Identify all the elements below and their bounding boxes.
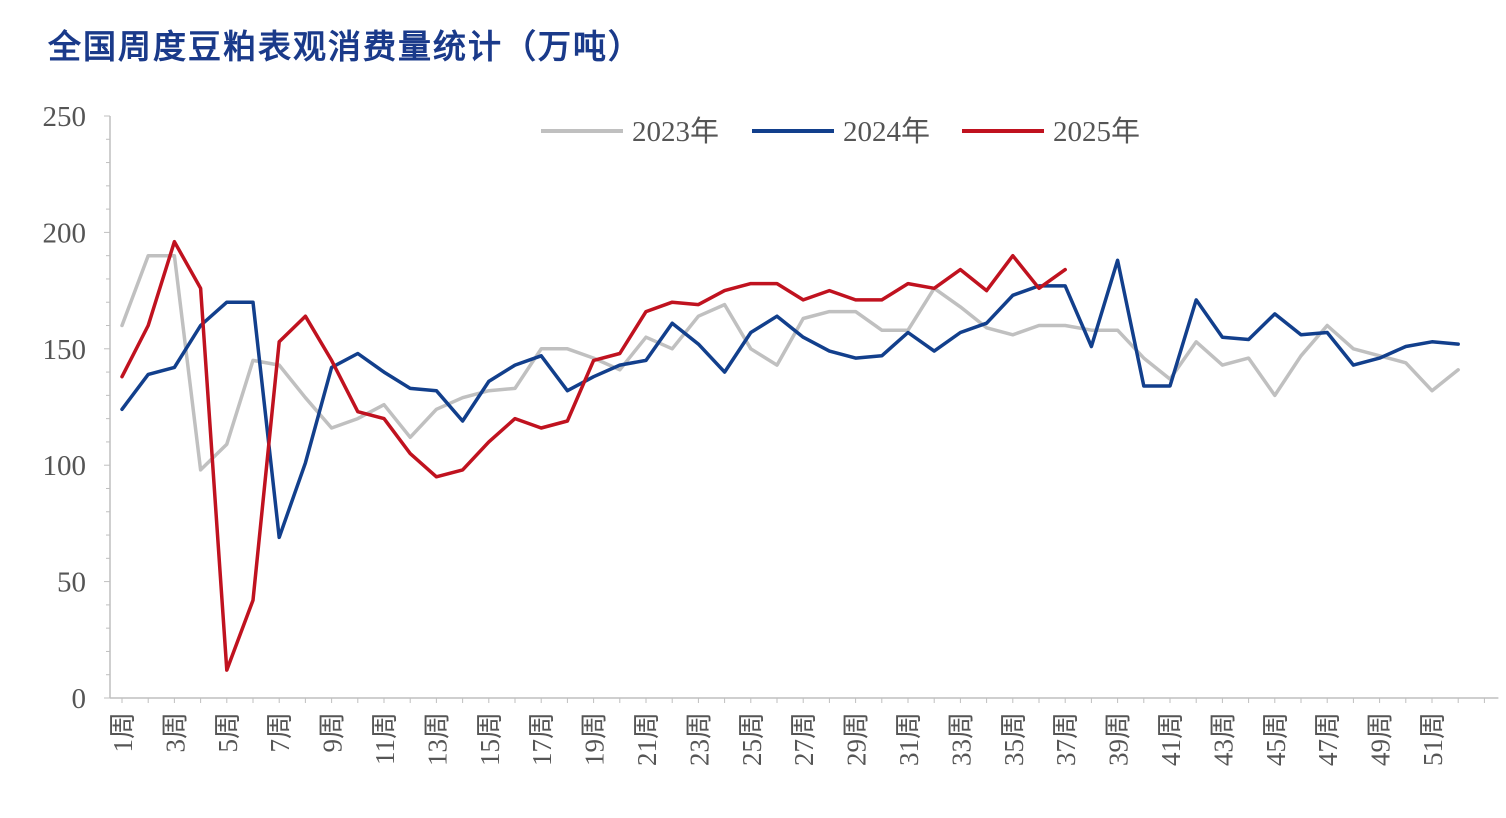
x-tick-label: 1周: [108, 712, 138, 753]
x-tick-label: 51周: [1418, 712, 1448, 766]
y-tick-label: 100: [43, 450, 87, 482]
y-tick-label: 50: [57, 567, 86, 599]
x-tick-label: 7周: [265, 712, 295, 753]
x-tick-label: 19周: [580, 712, 610, 766]
legend-label: 2024年: [843, 115, 930, 148]
x-tick-label: 49周: [1366, 712, 1396, 766]
x-tick-label: 29周: [842, 712, 872, 766]
x-tick-label: 13周: [422, 712, 452, 766]
chart-title: 全国周度豆粕表观消费量统计（万吨）: [48, 27, 643, 66]
series-line-2025年: [120, 239, 1067, 672]
x-tick-label: 17周: [527, 712, 557, 766]
y-tick-label: 200: [43, 217, 87, 249]
x-tick-label: 9周: [318, 712, 348, 753]
x-tick-label: 33周: [946, 712, 976, 766]
x-tick-label: 11周: [370, 712, 400, 765]
x-tick-label: 15周: [475, 712, 505, 766]
x-tick-label: 21周: [632, 712, 662, 766]
x-tick-label: 45周: [1261, 712, 1291, 766]
series-line-2023年: [120, 253, 1460, 472]
x-tick-label: 37周: [1051, 712, 1081, 766]
x-tick-label: 25周: [737, 712, 767, 766]
x-tick-label: 47周: [1313, 712, 1343, 766]
y-tick-label: 0: [72, 683, 87, 715]
x-tick-label: 43周: [1208, 712, 1238, 766]
x-tick-label: 31周: [894, 712, 924, 766]
x-tick-label: 23周: [684, 712, 714, 766]
x-tick-label: 41周: [1156, 712, 1186, 766]
x-tick-label: 35周: [999, 712, 1029, 766]
chart-series: [120, 239, 1460, 672]
chart-axes: 0 50 100 150 200 250 1周 3周 5周 7周 9周 11周 13周 15周 17周 19周…: [43, 101, 1499, 766]
x-tick-label: 3周: [160, 712, 190, 753]
series-line-2024年: [120, 258, 1460, 540]
x-tick-label: 5周: [213, 712, 243, 753]
x-tick-label: 27周: [789, 712, 819, 766]
y-tick-label: 150: [43, 334, 87, 366]
x-tick-label: 39周: [1104, 712, 1134, 766]
legend-label: 2023年: [632, 115, 719, 148]
y-tick-label: 250: [43, 101, 87, 133]
chart-legend: 2023年 2024年 2025年: [541, 115, 1140, 148]
legend-label: 2025年: [1053, 115, 1140, 148]
